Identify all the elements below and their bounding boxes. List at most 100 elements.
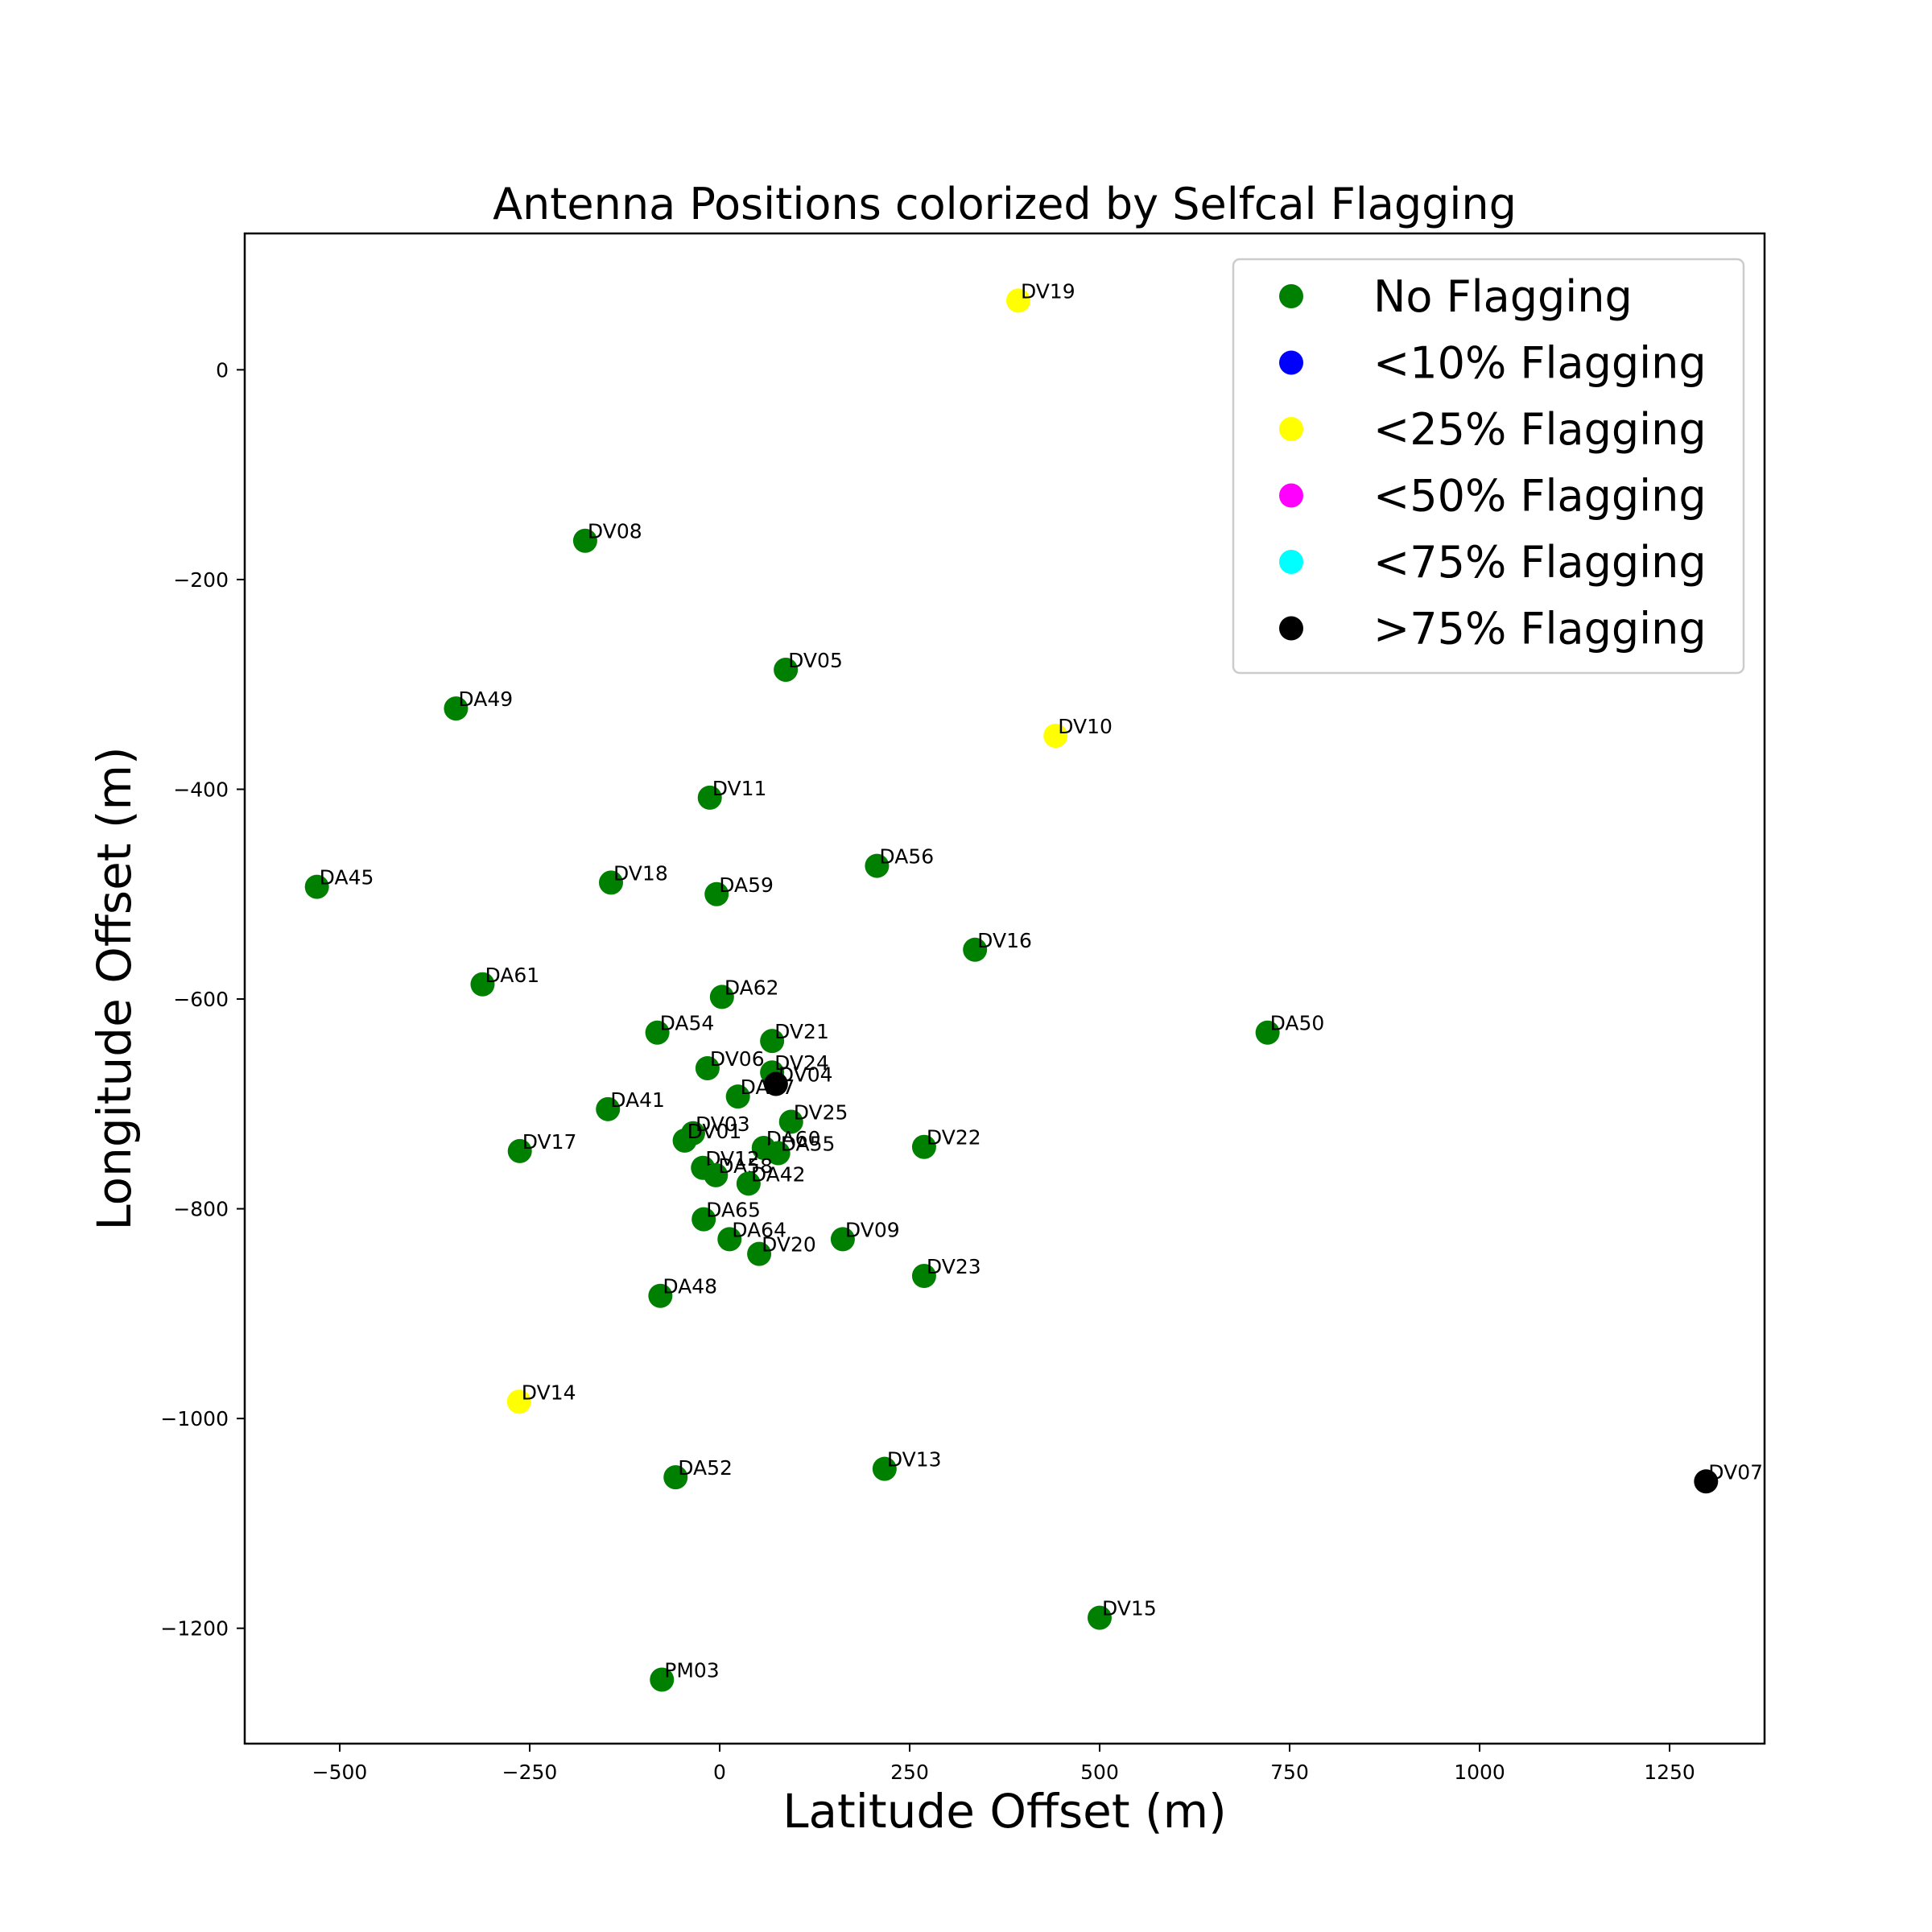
antenna-point [911, 1134, 936, 1159]
antenna-point [596, 1096, 621, 1121]
antenna-point [697, 785, 722, 810]
legend: No Flagging <10% Flagging <25% Flagging <50… [1232, 258, 1745, 675]
legend-marker [1279, 350, 1303, 375]
x-tick-label: −500 [312, 1761, 368, 1784]
y-tick-label: −400 [173, 778, 229, 801]
antenna-point [778, 1109, 803, 1134]
antenna-point [774, 657, 799, 682]
antenna-point [506, 1389, 531, 1414]
antenna-point [911, 1263, 936, 1288]
antenna-point [766, 1141, 791, 1166]
antenna-point [1255, 1020, 1280, 1045]
antenna-point [963, 937, 988, 962]
x-tick-label: −250 [502, 1761, 558, 1784]
antenna-label: DA65 [706, 1199, 761, 1222]
legend-marker [1279, 550, 1303, 574]
antenna-point [830, 1227, 855, 1252]
antenna-point [725, 1084, 750, 1109]
antenna-label: DA57 [741, 1075, 795, 1099]
antenna-point [648, 1283, 673, 1308]
x-tick-label: 500 [1080, 1761, 1119, 1784]
antenna-label: DA48 [663, 1275, 717, 1298]
antenna-label: DV13 [887, 1448, 942, 1472]
antenna-label: DV21 [774, 1020, 829, 1043]
antenna-point [695, 1056, 720, 1081]
antenna-point [1043, 724, 1068, 749]
antenna-label: DV01 [687, 1120, 742, 1143]
antenna-point [1088, 1605, 1112, 1630]
y-tick-label: −600 [173, 988, 229, 1011]
antenna-point [865, 853, 890, 878]
antenna-label: DV11 [712, 777, 767, 800]
antenna-point [663, 1465, 688, 1490]
antenna-point [444, 696, 469, 721]
antenna-label: DA50 [1270, 1012, 1325, 1035]
antenna-point [572, 528, 597, 553]
antenna-label: DA41 [610, 1088, 665, 1112]
x-axis-label: Latitude Offset (m) [782, 1784, 1227, 1839]
antenna-label: DV25 [794, 1100, 848, 1124]
antenna-point [736, 1171, 761, 1196]
antenna-point [717, 1227, 742, 1252]
antenna-point [1005, 288, 1030, 313]
antenna-label: DV03 [696, 1113, 750, 1136]
antenna-label: DV17 [522, 1130, 577, 1154]
antenna-label: DA54 [660, 1012, 715, 1035]
antenna-point [470, 972, 495, 997]
antenna-label: DV04 [778, 1063, 833, 1087]
antenna-point [872, 1456, 897, 1481]
antenna-point [747, 1241, 772, 1266]
antenna-point [760, 1029, 785, 1054]
y-axis-label: Longitude Offset (m) [87, 746, 142, 1230]
antenna-label: DV23 [927, 1255, 981, 1278]
antenna-label: DA42 [751, 1162, 806, 1186]
y-tick-label: −200 [173, 568, 229, 592]
antenna-label: DV07 [1708, 1460, 1763, 1484]
antenna-label: DV16 [977, 929, 1032, 952]
antenna-label: DV19 [1021, 279, 1075, 303]
antenna-point [763, 1071, 788, 1096]
antenna-point [650, 1667, 675, 1692]
legend-label: <10% Flagging [1373, 338, 1707, 389]
antenna-label: DA49 [458, 687, 513, 711]
legend-marker [1279, 483, 1303, 508]
antenna-label: DV10 [1058, 715, 1113, 738]
antenna-point [645, 1020, 670, 1045]
antenna-label: DV18 [613, 861, 668, 885]
antenna-point [704, 881, 729, 906]
x-tick-label: 1000 [1454, 1761, 1505, 1784]
legend-label: <75% Flagging [1373, 537, 1707, 588]
legend-box [1232, 258, 1745, 675]
antenna-label: DA56 [879, 845, 934, 869]
x-tick-label: 1250 [1644, 1761, 1695, 1784]
legend-label: <50% Flagging [1373, 471, 1707, 522]
antenna-point [709, 985, 734, 1009]
x-tick-label: 0 [713, 1761, 726, 1784]
legend-label: <25% Flagging [1373, 404, 1707, 455]
y-tick-label: −1000 [160, 1407, 229, 1430]
antenna-label: DV24 [774, 1051, 829, 1075]
antenna-point [672, 1128, 697, 1153]
antenna-label: DV20 [762, 1233, 816, 1257]
antenna-label: DA61 [485, 964, 539, 987]
antenna-label: DV15 [1102, 1597, 1157, 1620]
antenna-label: DV09 [845, 1218, 900, 1241]
antenna-label: DV22 [927, 1126, 981, 1150]
antenna-point [691, 1207, 716, 1232]
x-tick-label: 750 [1270, 1761, 1309, 1784]
antenna-label: DV08 [588, 520, 642, 543]
legend-label: >75% Flagging [1373, 604, 1707, 654]
antenna-label: DA64 [732, 1218, 786, 1241]
antenna-label: PM03 [664, 1659, 719, 1682]
x-axis: −500 −250 0 250 500 750 1000 1250 [312, 1744, 1695, 1784]
legend-marker [1279, 616, 1303, 641]
antenna-label: DA52 [678, 1456, 733, 1480]
antenna-label: DA45 [320, 866, 374, 890]
legend-marker [1279, 417, 1303, 441]
chart-title: Antenna Positions colorized by Selfcal F… [493, 179, 1517, 229]
antenna-label: DV06 [710, 1047, 765, 1071]
y-tick-label: 0 [216, 358, 229, 382]
antenna-point [507, 1138, 532, 1163]
x-tick-label: 250 [890, 1761, 929, 1784]
